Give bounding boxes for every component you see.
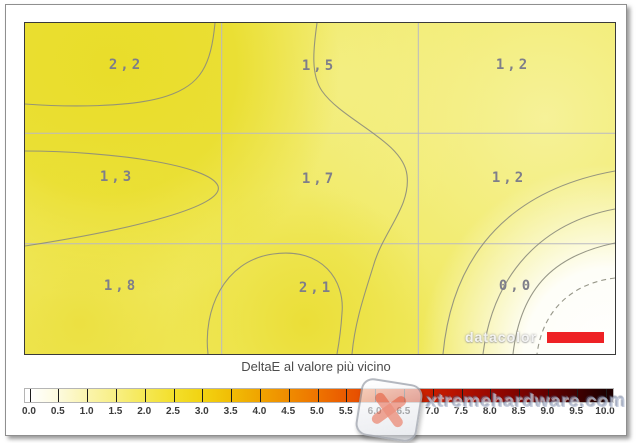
colorbar-tick-label: 7.5: [454, 406, 468, 417]
contour-lines: [25, 23, 615, 354]
contour-field: [25, 23, 615, 354]
colorbar-tick: [547, 389, 549, 402]
colorbar-tick: [87, 389, 89, 402]
colorbar-tick-label: 8.0: [482, 406, 497, 417]
colorbar-tick: [605, 389, 607, 402]
colorbar-tick-label: 5.5: [338, 406, 353, 417]
colorbar-tick: [202, 389, 204, 402]
colorbar-tick-label: 0.5: [50, 406, 65, 417]
contour-plot-area: 2,2 1,5 1,2 1,3 1,7 1,2 1,8 2,1 0,0 datacolor: [24, 22, 616, 355]
cell-value-label: 2,2: [108, 57, 144, 73]
colorbar-tick-label: 2.5: [166, 406, 180, 417]
xtremehardware-watermark: xtremehardware.com: [426, 391, 627, 412]
cell-value-label: 1,7: [301, 171, 337, 187]
colorbar-tick-label: 1.0: [79, 406, 94, 417]
colorbar-gradient: [24, 388, 614, 403]
colorbar-tick-label: 1.5: [108, 406, 123, 417]
colorbar-tick: [288, 389, 290, 402]
colorbar-tick-label: 8.5: [511, 406, 526, 417]
cell-value-label: 2,1: [298, 280, 334, 296]
cell-value-label: 1,3: [99, 169, 135, 185]
datacolor-watermark: datacolor: [465, 329, 538, 345]
colorbar-tick-label: 7.0: [425, 406, 440, 417]
colorbar-tick-label: 2.0: [137, 406, 152, 417]
cell-value-label: 1,8: [103, 278, 139, 294]
colorbar-tick: [317, 389, 319, 402]
colorbar-tick: [432, 389, 434, 402]
colorbar-tick: [259, 389, 261, 402]
colorbar-tick-label: 5.0: [310, 406, 324, 417]
cell-value-label: 1,5: [301, 58, 337, 74]
colorbar-tick-label: 10.0: [595, 406, 615, 417]
cell-value-label: 1,2: [491, 170, 527, 186]
colorbar-tick: [346, 389, 348, 402]
colorbar-tick: [58, 389, 60, 402]
datacolor-logo-red-bar: [547, 332, 604, 343]
chart-title: DeltaE al valore più vicino: [241, 359, 391, 374]
colorbar-tick-label: 9.5: [569, 406, 584, 417]
grid-lines: [25, 23, 615, 354]
colorbar-tick-label: 4.0: [252, 406, 267, 417]
colorbar-tick-label: 3.5: [223, 406, 238, 417]
colorbar-tick: [490, 389, 492, 402]
colorbar-tick-label: 3.0: [194, 406, 209, 417]
cell-value-label: 0,0: [498, 278, 534, 294]
colorbar-tick: [231, 389, 233, 402]
colorbar-tick: [576, 389, 578, 402]
colorbar-tick: [519, 389, 521, 402]
colorbar-tick: [461, 389, 463, 402]
colorbar-tick: [115, 389, 117, 402]
colorbar-tick: [29, 389, 31, 402]
colorbar-tick-label: 9.0: [540, 406, 555, 417]
colorbar-tick: [173, 389, 175, 402]
colorbar-tick-label: 4.5: [281, 406, 296, 417]
cell-value-label: 1,2: [495, 57, 531, 73]
colorbar-tick-label: 0.0: [22, 406, 36, 417]
colorbar-tick: [144, 389, 146, 402]
chart-frame: 2,2 1,5 1,2 1,3 1,7 1,2 1,8 2,1 0,0 datacolor De…: [5, 4, 627, 443]
xtremehardware-x-icon: [353, 376, 425, 443]
